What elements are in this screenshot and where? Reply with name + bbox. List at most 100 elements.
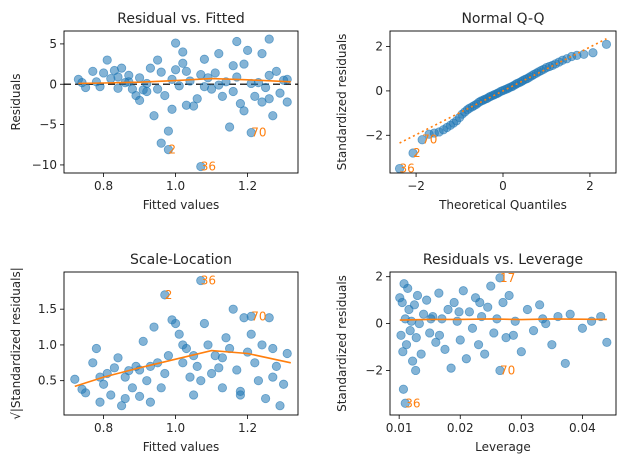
x-tick-label: 0.01 — [386, 421, 413, 435]
data-point — [196, 376, 206, 386]
data-point — [400, 398, 410, 408]
data-point — [99, 379, 109, 389]
data-point — [398, 384, 409, 394]
data-point — [408, 148, 418, 158]
outlier-label: 2 — [168, 143, 176, 157]
y-tick-label: 1.5 — [38, 302, 57, 316]
y-tick-label: −10 — [32, 158, 57, 172]
data-point — [142, 376, 152, 386]
data-point — [167, 74, 177, 85]
data-point — [145, 397, 155, 407]
data-point — [156, 138, 166, 148]
data-point — [434, 330, 445, 340]
y-tick-label: 5 — [49, 37, 57, 51]
data-point — [250, 358, 260, 368]
outlier-label: 2 — [165, 288, 173, 302]
data-point — [102, 55, 112, 65]
x-tick-label: 1.2 — [238, 179, 257, 193]
data-point — [228, 304, 238, 314]
data-point — [264, 34, 274, 44]
data-point — [149, 111, 159, 121]
data-point — [217, 383, 227, 393]
data-point — [70, 374, 80, 384]
outlier-label: 36 — [201, 274, 216, 288]
x-tick-label: 2 — [586, 179, 594, 193]
data-point — [275, 401, 285, 411]
data-point — [278, 379, 289, 389]
panel-title: Residual vs. Fitted — [117, 11, 244, 27]
outlier-label: 70 — [500, 363, 515, 377]
outlier-label: 36 — [400, 162, 415, 176]
data-point — [577, 323, 588, 333]
data-point — [117, 401, 127, 411]
data-point — [142, 86, 152, 97]
data-point — [160, 90, 170, 101]
data-point — [535, 300, 545, 310]
x-tick-label: 0.8 — [94, 421, 113, 435]
x-tick-label: 0.03 — [508, 421, 535, 435]
data-point — [458, 286, 468, 296]
data-point — [417, 135, 427, 145]
data-point — [171, 65, 181, 75]
data-point — [160, 368, 170, 379]
data-point — [268, 111, 278, 121]
data-point — [199, 82, 209, 92]
data-point — [153, 84, 163, 94]
data-point — [446, 363, 456, 373]
panel-title: Residuals vs. Leverage — [423, 252, 583, 268]
y-tick-label: −5 — [39, 118, 57, 132]
data-point — [235, 386, 245, 397]
data-point — [396, 330, 406, 340]
x-tick-label: 1.0 — [166, 179, 185, 193]
data-point — [225, 122, 235, 132]
data-point — [88, 66, 98, 76]
data-point — [489, 328, 499, 338]
data-point — [443, 304, 453, 315]
data-point — [480, 349, 490, 359]
data-point — [174, 329, 184, 339]
panel-residual-vs-fitted: Residual vs. Fitted 2 36 70 0.8 1.0 1.2 5 0 −5 −10… — [9, 11, 299, 212]
data-point — [271, 361, 281, 371]
data-point — [547, 340, 557, 350]
outlier-label: 2 — [413, 146, 421, 160]
data-point — [163, 126, 173, 136]
data-point — [109, 363, 120, 373]
data-point — [412, 290, 423, 301]
data-point — [232, 36, 242, 47]
y-tick-label: 2 — [375, 270, 383, 284]
data-point — [275, 88, 285, 98]
y-tick-label: 2 — [375, 40, 383, 54]
outlier-label: 70 — [251, 126, 266, 140]
data-point — [579, 49, 589, 59]
data-point — [425, 328, 435, 338]
outlier-label: 70 — [422, 133, 437, 147]
data-point — [397, 297, 407, 308]
data-point — [510, 316, 520, 326]
outlier-label: 36 — [201, 160, 216, 174]
data-point — [127, 383, 137, 393]
data-point — [156, 67, 166, 77]
data-point — [260, 82, 271, 93]
data-point — [117, 63, 127, 73]
data-point — [113, 353, 123, 363]
plot-frame — [389, 271, 617, 416]
data-point — [185, 76, 195, 86]
data-point — [203, 340, 213, 350]
x-axis-label: Leverage — [475, 440, 531, 454]
y-axis-label: √|Standardized residuals| — [9, 267, 23, 420]
data-point — [192, 361, 202, 371]
data-point — [163, 351, 173, 361]
data-point — [411, 333, 421, 343]
data-point — [411, 365, 421, 376]
data-point — [560, 358, 570, 369]
trend-line — [78, 77, 291, 85]
data-point — [217, 353, 227, 363]
data-point — [153, 55, 163, 65]
data-point — [440, 344, 450, 354]
data-point — [467, 323, 478, 333]
data-point — [178, 358, 188, 368]
data-point — [418, 309, 429, 319]
data-point — [495, 273, 505, 283]
x-tick-label: 0.04 — [569, 421, 596, 435]
data-point — [160, 290, 170, 300]
